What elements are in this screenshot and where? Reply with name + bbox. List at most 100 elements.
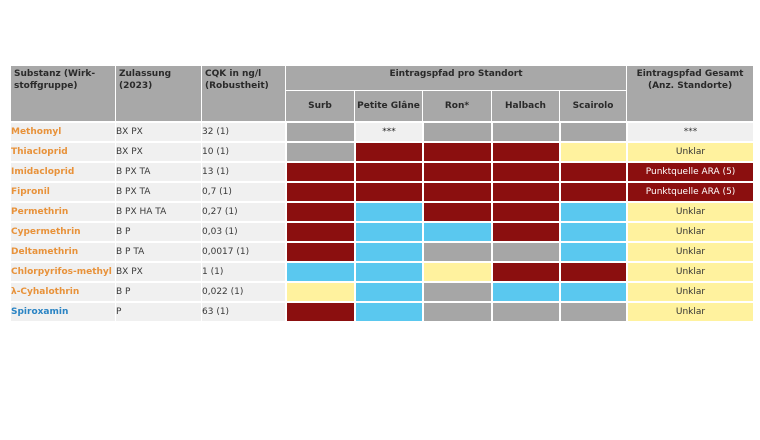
total-value: Unklar — [626, 141, 754, 161]
substance-name: Spiroxamin — [11, 301, 115, 321]
site-cell-scairolo — [559, 201, 627, 221]
site-cell-ron — [422, 121, 491, 141]
site-cell-halbach — [491, 161, 559, 181]
substance-name: Thiacloprid — [11, 141, 115, 161]
site-cell-ron — [422, 201, 491, 221]
zulassung-value: B P TA — [115, 241, 201, 261]
site-cell-ron — [422, 301, 491, 321]
zulassung-value: BX PX — [115, 261, 201, 281]
header-site-scairolo: Scairolo — [559, 90, 627, 121]
zulassung-value: BX PX — [115, 141, 201, 161]
site-cell-halbach — [491, 181, 559, 201]
site-cell-ron — [422, 281, 491, 301]
table-row: Methomyl BX PX 32 (1) *** *** — [11, 121, 754, 141]
header-eintragspfad: Eintragspfad pro Standort — [285, 66, 627, 90]
total-value: Punktquelle ARA (5) — [626, 161, 754, 181]
table-row: Deltamethrin B P TA 0,0017 (1) Unklar — [11, 241, 754, 261]
zulassung-value: B P — [115, 281, 201, 301]
site-cell-ron — [422, 221, 491, 241]
cqk-value: 32 (1) — [201, 121, 285, 141]
site-cell-ron — [422, 261, 491, 281]
total-value: *** — [626, 121, 754, 141]
site-cell-ron — [422, 181, 491, 201]
site-cell-surb — [285, 301, 354, 321]
table-row: Fipronil B PX TA 0,7 (1) Punktquelle ARA (5… — [11, 181, 754, 201]
substance-name: Cypermethrin — [11, 221, 115, 241]
zulassung-value: B PX TA — [115, 161, 201, 181]
total-value: Unklar — [626, 241, 754, 261]
total-value: Unklar — [626, 301, 754, 321]
site-cell-surb — [285, 161, 354, 181]
cqk-value: 63 (1) — [201, 301, 285, 321]
site-cell-ron — [422, 141, 491, 161]
site-cell-scairolo — [559, 261, 627, 281]
site-cell-surb — [285, 181, 354, 201]
site-cell-petite-gl-ne — [354, 261, 422, 281]
site-cell-surb — [285, 201, 354, 221]
substance-name: Methomyl — [11, 121, 115, 141]
site-cell-ron — [422, 241, 491, 261]
site-cell-halbach — [491, 281, 559, 301]
site-cell-surb — [285, 241, 354, 261]
zulassung-value: B PX TA — [115, 181, 201, 201]
zulassung-value: B PX HA TA — [115, 201, 201, 221]
site-cell-scairolo — [559, 221, 627, 241]
site-cell-petite-gl-ne — [354, 221, 422, 241]
site-cell-scairolo — [559, 121, 627, 141]
site-cell-halbach — [491, 141, 559, 161]
header-site-petite-glane: Petite Glâne — [354, 90, 422, 121]
table-row: Imidacloprid B PX TA 13 (1) Punktquelle ARA… — [11, 161, 754, 181]
site-cell-surb — [285, 141, 354, 161]
substance-name: Chlorpyrifos-methyl — [11, 261, 115, 281]
zulassung-value: BX PX — [115, 121, 201, 141]
site-cell-petite-gl-ne — [354, 161, 422, 181]
site-cell-halbach — [491, 301, 559, 321]
site-cell-petite-gl-ne — [354, 181, 422, 201]
cqk-value: 0,03 (1) — [201, 221, 285, 241]
site-cell-scairolo — [559, 181, 627, 201]
site-cell-halbach — [491, 121, 559, 141]
site-cell-surb — [285, 221, 354, 241]
cqk-value: 1 (1) — [201, 261, 285, 281]
total-value: Unklar — [626, 281, 754, 301]
site-cell-halbach — [491, 201, 559, 221]
total-value: Unklar — [626, 221, 754, 241]
header-zulassung: Zulassung (2023) — [115, 66, 201, 121]
site-cell-petite-gl-ne: *** — [354, 121, 422, 141]
site-cell-surb — [285, 261, 354, 281]
site-cell-scairolo — [559, 281, 627, 301]
header-site-halbach: Halbach — [491, 90, 559, 121]
cqk-value: 0,0017 (1) — [201, 241, 285, 261]
zulassung-value: B P — [115, 221, 201, 241]
site-cell-petite-gl-ne — [354, 141, 422, 161]
table-row: Cypermethrin B P 0,03 (1) Unklar — [11, 221, 754, 241]
site-cell-petite-gl-ne — [354, 241, 422, 261]
header-gesamt: Eintragspfad Gesamt (Anz. Standorte) — [626, 66, 754, 121]
site-cell-ron — [422, 161, 491, 181]
total-value: Punktquelle ARA (5) — [626, 181, 754, 201]
site-cell-petite-gl-ne — [354, 281, 422, 301]
site-cell-scairolo — [559, 141, 627, 161]
substance-table: Substanz (Wirk-stoffgruppe) Zulassung (2… — [11, 66, 754, 321]
site-cell-surb — [285, 121, 354, 141]
table-row: λ-Cyhalothrin B P 0,022 (1) Unklar — [11, 281, 754, 301]
total-value: Unklar — [626, 201, 754, 221]
cqk-value: 10 (1) — [201, 141, 285, 161]
site-cell-halbach — [491, 221, 559, 241]
header-site-ron: Ron* — [422, 90, 491, 121]
site-cell-scairolo — [559, 241, 627, 261]
table-row: Permethrin B PX HA TA 0,27 (1) Unklar — [11, 201, 754, 221]
cqk-value: 0,7 (1) — [201, 181, 285, 201]
cqk-value: 0,022 (1) — [201, 281, 285, 301]
substance-name: Fipronil — [11, 181, 115, 201]
header-substanz: Substanz (Wirk-stoffgruppe) — [11, 66, 115, 121]
substance-name: Imidacloprid — [11, 161, 115, 181]
site-cell-scairolo — [559, 301, 627, 321]
substance-name: Deltamethrin — [11, 241, 115, 261]
table-row: Thiacloprid BX PX 10 (1) Unklar — [11, 141, 754, 161]
header-site-surb: Surb — [285, 90, 354, 121]
header-cqk: CQK in ng/l (Robustheit) — [201, 66, 285, 121]
site-cell-surb — [285, 281, 354, 301]
substance-name: Permethrin — [11, 201, 115, 221]
cqk-value: 0,27 (1) — [201, 201, 285, 221]
